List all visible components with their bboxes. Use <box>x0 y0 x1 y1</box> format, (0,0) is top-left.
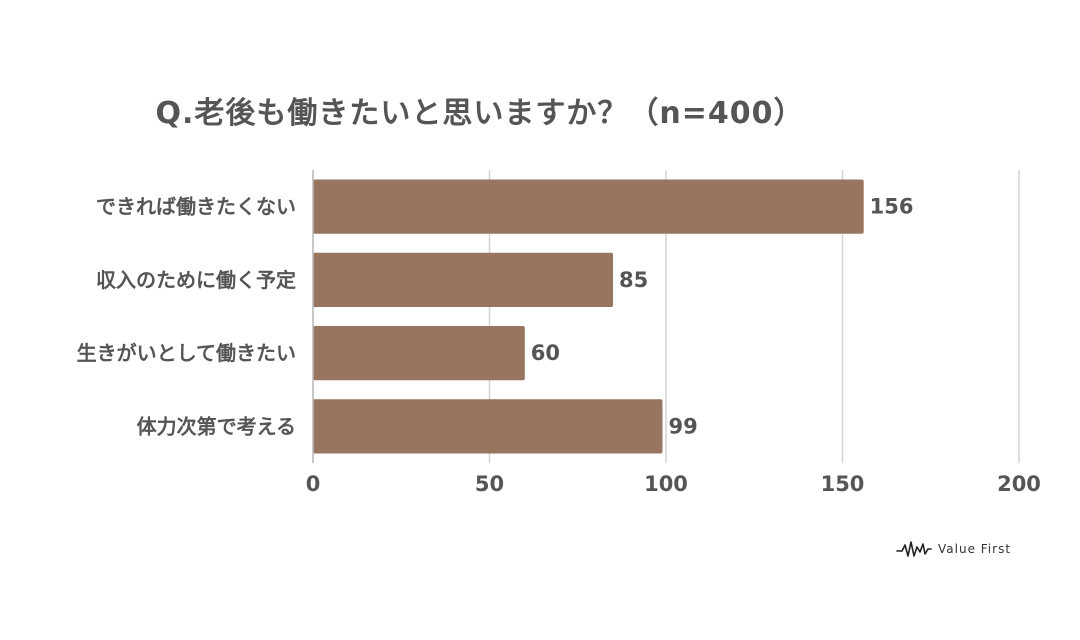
value-label-1: 85 <box>619 268 648 292</box>
value-label-3: 99 <box>668 414 697 438</box>
value-label-2: 60 <box>531 341 560 365</box>
logo-text: Value First <box>938 542 1012 556</box>
bar-0 <box>313 179 864 234</box>
x-tick-label-2: 100 <box>644 472 688 496</box>
x-tick-label-4: 200 <box>997 472 1041 496</box>
category-label-2: 生きがいとして働きたい <box>77 341 296 365</box>
category-label-1: 収入のために働く予定 <box>96 268 296 292</box>
brand-logo: Value First <box>896 538 1011 560</box>
bar-3 <box>313 399 663 454</box>
x-tick-label-3: 150 <box>821 472 865 496</box>
value-first-logo-icon <box>896 541 932 557</box>
bar-1 <box>313 252 614 307</box>
x-tick-label-1: 50 <box>475 472 504 496</box>
value-label-0: 156 <box>870 195 914 219</box>
chart-title: Q.老後も働きたいと思いますか？（n=400） <box>155 96 805 131</box>
category-label-0: できれば働きたくない <box>96 195 296 219</box>
x-tick-label-0: 0 <box>306 472 321 496</box>
bar-2 <box>313 326 525 381</box>
category-label-3: 体力次第で考える <box>137 414 296 438</box>
